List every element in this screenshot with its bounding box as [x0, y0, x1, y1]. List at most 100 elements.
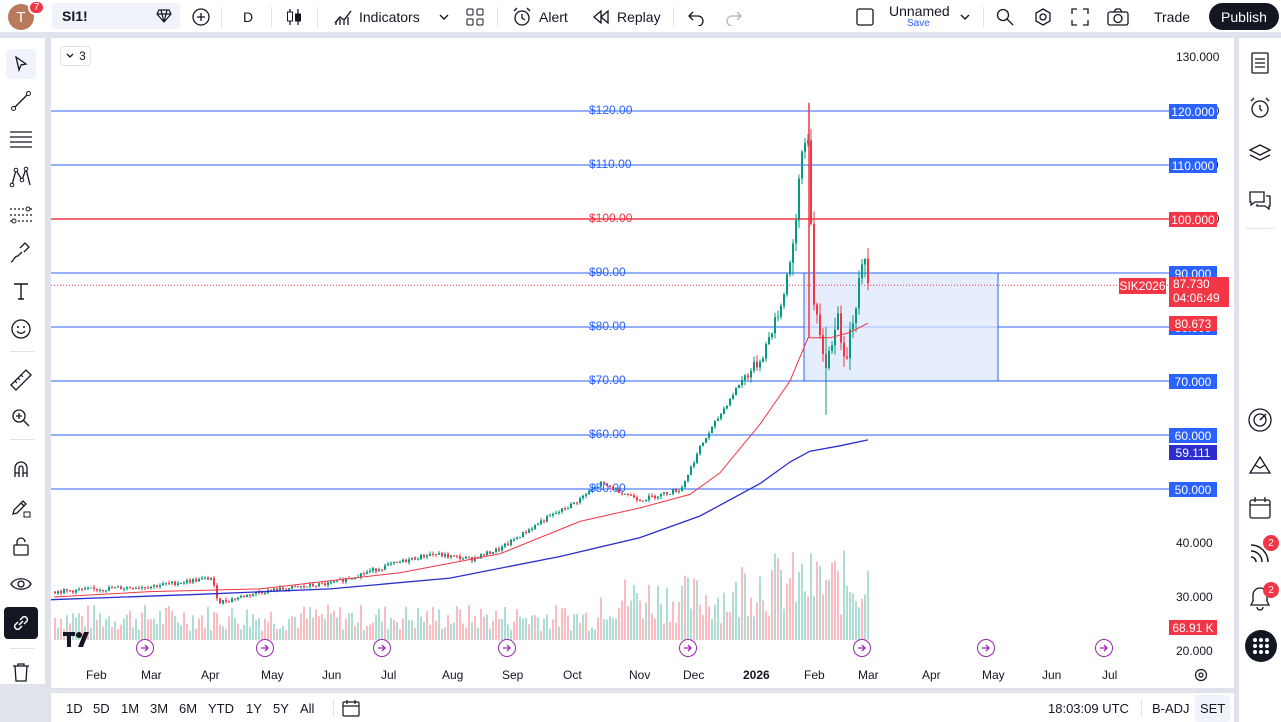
products-button[interactable]: [1245, 630, 1277, 662]
range-button-all[interactable]: All: [300, 701, 315, 716]
range-button-5d[interactable]: 5D: [93, 701, 110, 716]
candle-body: [198, 578, 200, 582]
candle-body: [453, 555, 455, 557]
alert-button[interactable]: Alert: [511, 4, 568, 29]
hline-label[interactable]: $50.00: [589, 481, 626, 495]
event-marker[interactable]: [679, 639, 697, 657]
volume-bar: [396, 622, 398, 640]
hline-label[interactable]: $110.00: [589, 157, 632, 171]
candle-body: [219, 598, 221, 604]
redo-button[interactable]: [725, 4, 743, 29]
volume-bar: [624, 579, 626, 640]
watchlist-button[interactable]: [1245, 48, 1275, 78]
event-marker[interactable]: [373, 639, 391, 657]
clock[interactable]: 18:03:09 UTC: [1048, 701, 1129, 716]
lock-tool[interactable]: [6, 531, 36, 561]
gauge-icon: [1248, 408, 1272, 432]
hline-label[interactable]: $80.00: [589, 319, 626, 333]
event-marker[interactable]: [977, 639, 995, 657]
layout-dropdown[interactable]: [959, 4, 971, 29]
candle-body: [588, 491, 590, 495]
event-marker[interactable]: [256, 639, 274, 657]
chart-pane[interactable]: [51, 38, 1234, 688]
undo-button[interactable]: [687, 4, 705, 29]
candle-body: [144, 587, 146, 589]
volume-bar: [405, 606, 407, 640]
chart-type-button[interactable]: [285, 4, 303, 29]
volume-bar: [543, 618, 545, 640]
hline-label[interactable]: $100.00: [589, 211, 633, 225]
calendar-range-icon[interactable]: [341, 698, 361, 718]
add-symbol-button[interactable]: [191, 4, 211, 29]
volume-bar: [819, 566, 821, 640]
publish-button[interactable]: Publish: [1209, 3, 1279, 30]
candle-body: [537, 523, 539, 525]
pattern-tool[interactable]: [6, 162, 36, 192]
fib-tool[interactable]: [6, 124, 36, 154]
text-tool[interactable]: [6, 276, 36, 306]
screenshot-button[interactable]: [1107, 4, 1129, 29]
collapse-legend-button[interactable]: 3: [60, 46, 91, 66]
hide-tool[interactable]: [6, 569, 36, 599]
indicators-dropdown[interactable]: [438, 4, 450, 29]
hline-label[interactable]: $90.00: [589, 265, 626, 279]
fullscreen-button[interactable]: [1071, 4, 1089, 29]
technicals-button[interactable]: [1245, 405, 1275, 435]
measure-tool[interactable]: [6, 365, 36, 395]
candle-body: [279, 587, 281, 592]
drawing-mode-tool[interactable]: [6, 493, 36, 523]
badj-toggle[interactable]: B-ADJ: [1152, 701, 1190, 716]
range-button-5y[interactable]: 5Y: [273, 701, 289, 716]
hline-label[interactable]: $120.00: [589, 103, 633, 117]
cursor-tool[interactable]: [6, 49, 36, 79]
trade-button[interactable]: Trade: [1153, 8, 1191, 25]
layouts-button[interactable]: [465, 4, 485, 29]
quick-search-button[interactable]: [995, 4, 1015, 29]
axis-settings-icon[interactable]: [1194, 668, 1208, 682]
range-button-1d[interactable]: 1D: [66, 701, 83, 716]
interval-button[interactable]: D: [243, 4, 253, 29]
object-tree-button[interactable]: [1245, 139, 1275, 169]
candle-body: [501, 546, 503, 551]
range-button-1y[interactable]: 1Y: [246, 701, 262, 716]
event-marker[interactable]: [1095, 639, 1113, 657]
event-marker[interactable]: [136, 639, 154, 657]
brush-tool[interactable]: [6, 238, 36, 268]
settings-button[interactable]: [1033, 4, 1053, 29]
volume-bar: [588, 630, 590, 640]
candle-body: [465, 557, 467, 559]
volume-bar: [324, 619, 326, 640]
event-marker[interactable]: [498, 639, 516, 657]
layout-save[interactable]: Save: [907, 18, 930, 29]
sync-tool[interactable]: [4, 607, 38, 639]
layout-checkbox[interactable]: [855, 4, 875, 29]
hline-label[interactable]: $70.00: [589, 373, 626, 387]
remove-tool[interactable]: [6, 657, 36, 687]
session-toggle[interactable]: SET: [1195, 695, 1231, 722]
replay-button[interactable]: Replay: [591, 4, 661, 29]
alerts-button[interactable]: [1245, 93, 1275, 123]
emoji-tool[interactable]: [6, 314, 36, 344]
zoom-tool[interactable]: [6, 403, 36, 433]
volume-bar: [411, 620, 413, 640]
calendar-button[interactable]: [1245, 493, 1275, 523]
forecast-tool[interactable]: [6, 200, 36, 230]
hline-label[interactable]: $60.00: [589, 427, 626, 441]
tradingview-logo[interactable]: [62, 630, 96, 654]
range-button-6m[interactable]: 6M: [179, 701, 198, 716]
ideas-button[interactable]: [1245, 450, 1275, 480]
range-button-3m[interactable]: 3M: [150, 701, 169, 716]
trendline-tool[interactable]: [6, 86, 36, 116]
event-marker[interactable]: [853, 639, 871, 657]
news-feed-button[interactable]: [1245, 538, 1275, 568]
magnet-tool[interactable]: [6, 454, 36, 484]
symbol-search[interactable]: SI1!: [52, 3, 180, 29]
indicators-button[interactable]: Indicators: [333, 4, 420, 29]
range-button-1m[interactable]: 1M: [121, 701, 140, 716]
gear-icon: [1035, 7, 1051, 26]
layout-name[interactable]: Unnamed: [889, 3, 950, 19]
chat-button[interactable]: [1245, 186, 1275, 216]
candle-body: [663, 492, 665, 494]
range-button-ytd[interactable]: YTD: [208, 701, 234, 716]
